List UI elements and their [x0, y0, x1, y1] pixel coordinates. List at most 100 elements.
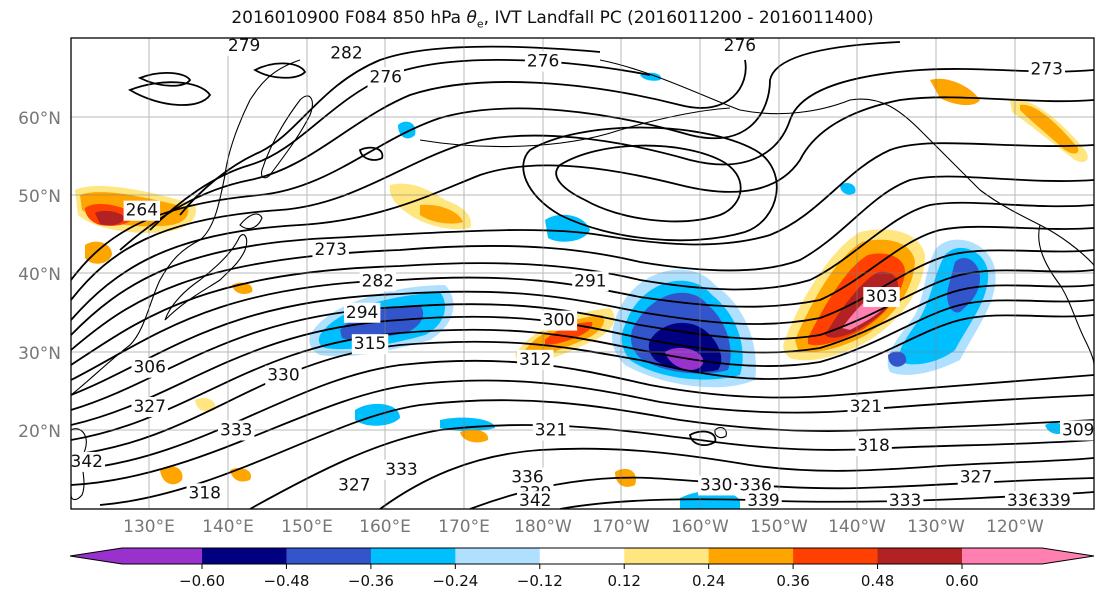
contour-label: 306 [133, 358, 165, 378]
contour-line [71, 269, 1094, 411]
contour-label-gap [367, 67, 404, 88]
colorbar-tick-label: −0.48 [263, 572, 309, 590]
contour-label: 312 [519, 350, 551, 370]
coastline-aleutians [419, 107, 731, 148]
contour-label-gap [68, 451, 105, 472]
contour-label-gap [698, 475, 735, 496]
colorbar-tick-label: 0.36 [776, 572, 809, 590]
lon-label: 160°W [671, 517, 729, 537]
lon-label: 160°E [359, 517, 411, 537]
lat-label: 20°N [18, 422, 61, 442]
contour-line [179, 45, 601, 216]
pc-anomaly-positive-small5 [195, 398, 216, 412]
contour-line [71, 175, 1094, 351]
contour-line [71, 96, 1094, 321]
contour-label-gap [265, 365, 302, 386]
colorbar-tick-label: 0.12 [608, 572, 641, 590]
pc-anomaly-positive-small1 [160, 466, 183, 485]
contour-label: 336 [511, 468, 543, 488]
colorbar-outline [69, 547, 1095, 565]
contour-label: 276 [527, 52, 559, 72]
colorbar-tick-label: −0.36 [348, 572, 394, 590]
colorbar-ticks: −0.60 −0.48 −0.36 −0.24 −0.12 0.12 0.24 0.36 0.4… [179, 564, 979, 590]
contour-label: 276 [370, 67, 402, 87]
colorbar-extend-max [962, 548, 1094, 564]
colorbar-tick-label: 0.60 [945, 572, 978, 590]
contour-label-gap [540, 310, 578, 331]
contour-label-gap [532, 420, 570, 441]
contour-line [71, 68, 1094, 301]
lon-label: 170°E [438, 517, 490, 537]
contour-label: 330 [267, 366, 299, 386]
contour-label: 318 [857, 436, 889, 456]
contour-label: 336 [1007, 491, 1039, 511]
contour-label: 273 [314, 240, 346, 260]
contour-label: 303 [865, 287, 897, 307]
colorbar-bin [202, 548, 287, 564]
colorbar-tick-label: −0.12 [517, 572, 563, 590]
contour-label-gap [745, 491, 782, 512]
pc-anomaly-negative-east-pacific-core2 [947, 257, 980, 313]
colorbar-bin [370, 548, 456, 564]
contour-label: 294 [346, 303, 378, 323]
contour-label-gap [225, 35, 263, 56]
lon-label: 130°E [123, 517, 175, 537]
contour-line [688, 430, 717, 446]
contour-line [249, 424, 1094, 509]
contour-label-gap [328, 43, 365, 64]
lon-label: 130°W [907, 517, 965, 537]
theta-subscript: e [476, 17, 484, 31]
colorbar-tick-label: −0.60 [179, 572, 225, 590]
pc-anomaly-negative-small3 [840, 182, 856, 195]
contour-label-gap [737, 475, 774, 496]
contour-label-gap [343, 302, 381, 323]
coastline-na-west [1038, 224, 1094, 366]
contour-label: 300 [543, 311, 575, 331]
contour-line [71, 379, 1094, 486]
title-suffix: , IVT Landfall PC (2016011200 - 20160114… [483, 8, 874, 28]
contour-label-gap [312, 239, 349, 260]
coastline-alaska [599, 59, 1094, 266]
contour-label-gap [847, 396, 885, 417]
contour-label-gap [1036, 491, 1073, 512]
pc-anomaly-positive-small6 [230, 468, 251, 482]
colorbar: −0.60 −0.48 −0.36 −0.24 −0.12 0.12 0.24 0.36 0.4… [69, 547, 1095, 590]
contour-line [379, 447, 1094, 509]
coastline-asia [71, 59, 301, 396]
contour-label-gap [509, 467, 546, 488]
lat-label: 40°N [18, 265, 61, 285]
contour-line [119, 59, 747, 251]
contour-label-gap [351, 334, 389, 355]
contour-label: 318 [189, 483, 221, 503]
contour-line [99, 399, 1094, 506]
contour-label: 282 [362, 271, 394, 291]
contour-label-gap [336, 475, 373, 496]
contour-label: 279 [228, 36, 260, 56]
contour-label: 333 [385, 460, 417, 480]
lon-label: 140°W [828, 517, 886, 537]
pc-anomaly-positive-west3-core [420, 204, 463, 224]
contour-line [71, 249, 1094, 396]
pc-anomaly-negative-small1 [545, 214, 590, 242]
contour-label-gap [123, 200, 161, 221]
lat-label: 30°N [18, 344, 61, 364]
pc-anomaly-negative-small9 [888, 351, 907, 367]
contour-label: 315 [354, 334, 386, 354]
colorbar-tick-label: 0.48 [861, 572, 894, 590]
contour-label-gap [131, 396, 168, 417]
contour-label: 333 [889, 491, 921, 511]
contour-label-gap [1060, 420, 1097, 441]
contour-label-gap [186, 483, 224, 504]
colorbar-tick-label: 0.24 [692, 572, 725, 590]
contour-line [71, 142, 1094, 336]
title-prefix: 2016010900 F084 850 hPa [231, 8, 467, 28]
contour-line [127, 81, 212, 106]
coastline-japan-north [239, 213, 263, 230]
contour-line [71, 41, 901, 281]
contour-label-gap [1028, 59, 1066, 80]
contour-label-gap [524, 51, 562, 72]
lon-label: 150°E [281, 517, 333, 537]
pc-anomaly-positive-central-core2 [545, 322, 593, 345]
contour-label: 336 [739, 475, 771, 495]
plot-title: 2016010900 F084 850 hPa θe, IVT Landfall… [0, 8, 1105, 30]
